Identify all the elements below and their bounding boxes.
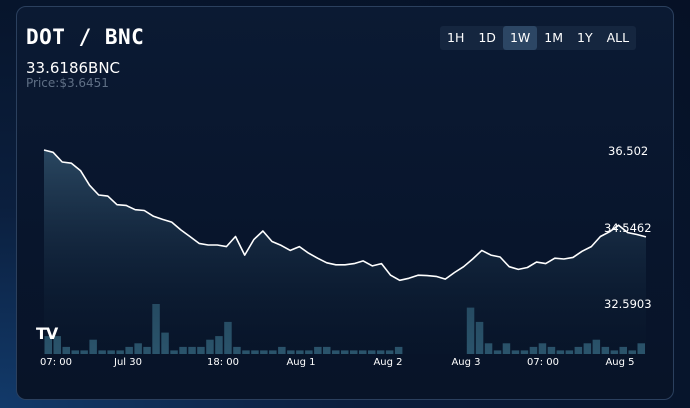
pair-title: DOT / BNC — [26, 25, 145, 49]
range-1w[interactable]: 1W — [502, 26, 538, 50]
range-1d[interactable]: 1D — [478, 30, 496, 45]
range-all[interactable]: ALL — [606, 30, 630, 45]
current-price: 33.6186BNC — [26, 59, 121, 77]
range-1y[interactable]: 1Y — [577, 30, 593, 45]
x-tick-label: Aug 1 — [286, 357, 316, 368]
y-tick-label: 36.502 — [608, 144, 649, 158]
y-tick-label: 34.5462 — [604, 221, 652, 235]
range-1h[interactable]: 1H — [447, 30, 465, 45]
x-tick-label: Aug 2 — [373, 357, 403, 368]
usd-price: Price:$3.6451 — [26, 76, 109, 90]
x-tick-label: Aug 5 — [605, 357, 635, 368]
x-tick-label: Jul 30 — [114, 357, 142, 368]
x-tick-label: 18: 00 — [207, 357, 239, 368]
time-range-selector: 1H 1D 1W 1M 1Y ALL — [440, 26, 637, 50]
tradingview-logo: TV — [36, 324, 58, 343]
x-tick-label: 07: 00 — [40, 357, 72, 368]
range-1m[interactable]: 1M — [544, 30, 563, 45]
x-tick-label: Aug 3 — [451, 357, 481, 368]
y-tick-label: 32.5903 — [604, 297, 652, 311]
price-area — [44, 150, 646, 354]
x-tick-label: 07: 00 — [527, 357, 559, 368]
price-line — [43, 149, 647, 282]
